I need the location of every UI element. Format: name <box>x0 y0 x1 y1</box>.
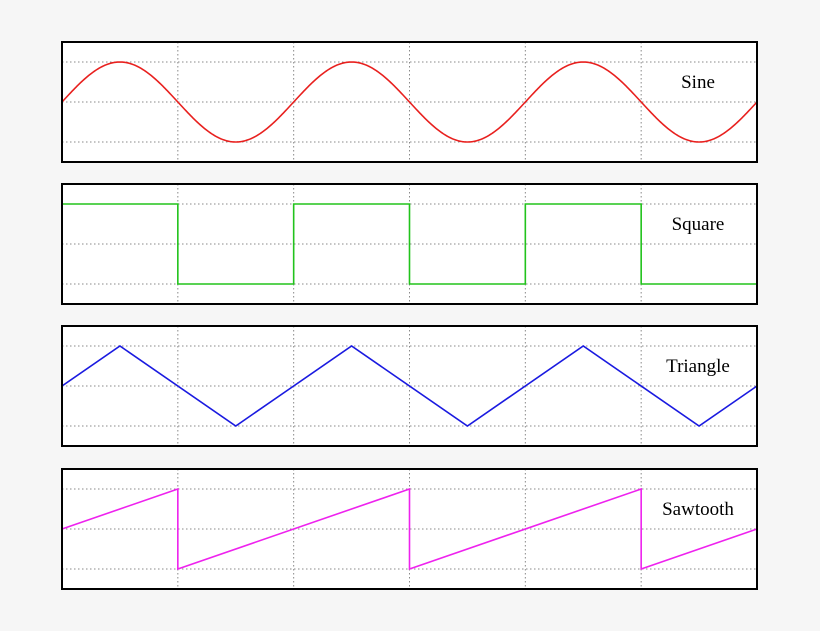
sine-wave <box>61 61 758 143</box>
panel-frame <box>61 325 758 447</box>
panel-triangle: Triangle <box>61 325 758 447</box>
panel-square: Square <box>61 183 758 305</box>
square-wave <box>62 203 757 285</box>
panel-frame <box>61 41 758 163</box>
sawtooth-wave <box>61 487 758 571</box>
panel-frame <box>61 468 758 590</box>
panel-frame <box>61 183 758 305</box>
panel-label-triangle: Triangle <box>666 356 730 377</box>
panel-sawtooth: Sawtooth <box>61 468 758 590</box>
panel-sine: Sine <box>61 41 758 163</box>
triangle-wave <box>61 345 758 427</box>
panel-label-square: Square <box>672 214 725 235</box>
panel-label-sawtooth: Sawtooth <box>662 499 734 520</box>
panel-label-sine: Sine <box>681 72 715 93</box>
